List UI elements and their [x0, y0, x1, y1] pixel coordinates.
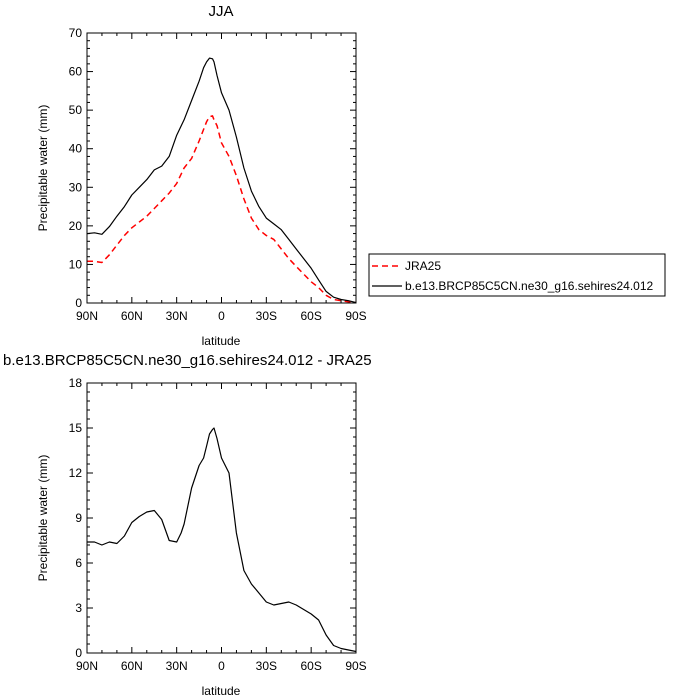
bottom-chart-x-axis-label: latitude [202, 684, 241, 698]
top-chart-title: JJA [208, 3, 233, 20]
top-chart-series-layer [86, 57, 357, 304]
bottom-chart-title: b.e13.BRCP85C5CN.ne30_g16.sehires24.012 … [3, 352, 372, 369]
x-tick-label: 30S [256, 659, 277, 673]
x-tick-label: 60S [300, 309, 321, 323]
y-tick-label: 60 [69, 65, 83, 79]
bottom-chart: b.e13.BRCP85C5CN.ne30_g16.sehires24.012 … [3, 352, 372, 698]
x-tick-label: 90N [76, 309, 98, 323]
y-tick-label: 3 [75, 601, 82, 615]
top-series-line-1 [86, 57, 357, 304]
top-chart-frame [86, 32, 357, 304]
y-tick-label: 20 [69, 219, 83, 233]
y-tick-label: 6 [75, 556, 82, 570]
y-tick-label: 50 [69, 103, 83, 117]
top-series-line-0 [87, 115, 357, 304]
top-chart-y-axis-label: Precipitable water (mm) [36, 105, 50, 232]
top-chart-y-ticks: 0 10 20 30 40 50 60 70 [69, 26, 356, 310]
legend-box [368, 253, 666, 297]
y-tick-label: 0 [75, 646, 82, 660]
x-tick-label: 90S [345, 309, 366, 323]
bottom-chart-x-ticks: 90N 60N 30N 0 30S 60S 90S [76, 383, 367, 673]
y-tick-label: 70 [69, 26, 83, 40]
x-tick-label: 30N [166, 659, 188, 673]
x-tick-label: 30S [256, 309, 277, 323]
legend-label-jra25: JRA25 [405, 259, 441, 273]
x-tick-label: 30N [166, 309, 188, 323]
x-tick-label: 90N [76, 659, 98, 673]
y-tick-label: 10 [69, 257, 83, 271]
bottom-chart-frame [86, 382, 357, 654]
y-tick-label: 9 [75, 511, 82, 525]
y-tick-label: 12 [69, 466, 83, 480]
legend: JRA25 b.e13.BRCP85C5CN.ne30_g16.sehires2… [368, 253, 666, 297]
bottom-chart-series-layer [87, 427, 357, 653]
top-chart-x-ticks: 90N 60N 30N 0 30S 60S 90S [76, 33, 367, 323]
y-tick-label: 40 [69, 142, 83, 156]
y-tick-label: 15 [69, 421, 83, 435]
x-tick-label: 0 [218, 309, 225, 323]
x-tick-label: 60N [121, 659, 143, 673]
legend-label-model: b.e13.BRCP85C5CN.ne30_g16.sehires24.012 [405, 279, 653, 293]
x-tick-label: 90S [345, 659, 366, 673]
x-tick-label: 60S [300, 659, 321, 673]
bottom-chart-y-axis-label: Precipitable water (mm) [36, 455, 50, 582]
bottom-chart-y-ticks: 0 3 6 9 12 15 18 [69, 376, 356, 660]
y-tick-label: 30 [69, 180, 83, 194]
y-tick-label: 18 [69, 376, 83, 390]
x-tick-label: 60N [121, 309, 143, 323]
bottom-series-line-0 [87, 427, 357, 653]
x-tick-label: 0 [218, 659, 225, 673]
y-tick-label: 0 [75, 296, 82, 310]
top-chart-x-axis-label: latitude [202, 334, 241, 348]
